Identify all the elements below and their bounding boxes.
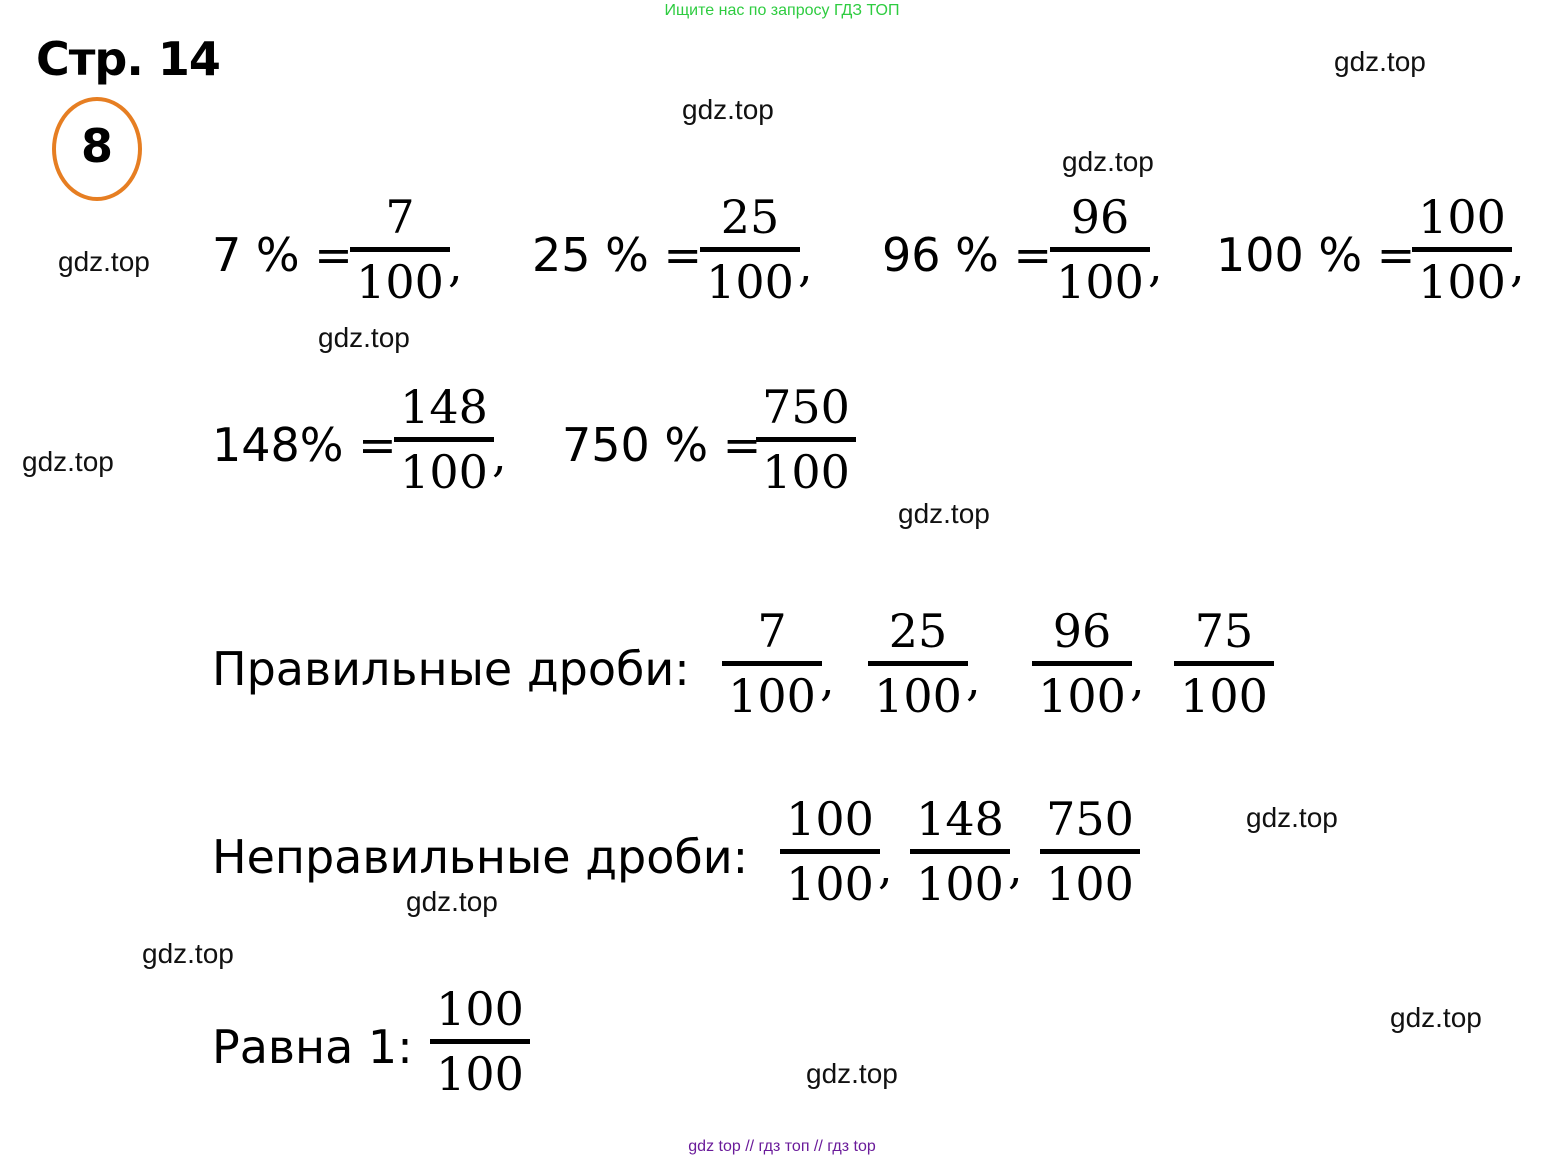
numerator: 25 (720, 190, 780, 244)
numerator: 7 (385, 190, 415, 244)
denominator: 100 (436, 1047, 524, 1101)
fraction: 75 100 (1174, 604, 1274, 723)
watermark: gdz.top (22, 446, 114, 477)
percent-term: 25 % = (532, 228, 703, 282)
numerator: 148 (916, 792, 1004, 846)
numerator: 750 (1046, 792, 1134, 846)
percent-term: 7 % = (212, 228, 353, 282)
fraction: 96 100 (1050, 190, 1150, 309)
numerator: 100 (1418, 190, 1506, 244)
fraction: 148 100 (910, 792, 1010, 911)
watermark: gdz.top (898, 498, 990, 529)
numerator: 100 (786, 792, 874, 846)
fraction-bar (430, 1039, 530, 1044)
numerator: 25 (888, 604, 948, 658)
denominator: 100 (1038, 669, 1126, 723)
fraction-bar (1412, 247, 1512, 252)
numerator: 750 (762, 380, 850, 434)
proper-fractions-label: Правильные дроби: (212, 642, 690, 696)
separator: , (492, 428, 507, 482)
percent-term: 148% = (212, 418, 397, 472)
percent-term: 100 % = (1216, 228, 1416, 282)
fraction: 100 100 (780, 792, 880, 911)
top-banner: Ищите нас по запросу ГДЗ ТОП (664, 2, 900, 19)
equal-one-label: Равна 1: (212, 1020, 413, 1074)
fraction-bar (1174, 661, 1274, 666)
fraction: 7 100 (722, 604, 822, 723)
separator: , (1510, 238, 1525, 292)
task-number-circle: 8 (52, 97, 142, 201)
fraction-bar (1032, 661, 1132, 666)
separator: , (798, 238, 813, 292)
fraction-bar (350, 247, 450, 252)
fraction: 750 100 (1040, 792, 1140, 911)
fraction: 750 100 (756, 380, 856, 499)
fraction: 7 100 (350, 190, 450, 309)
fraction: 25 100 (700, 190, 800, 309)
denominator: 100 (1056, 255, 1144, 309)
separator: , (878, 840, 893, 894)
fraction-bar (868, 661, 968, 666)
numerator: 7 (757, 604, 787, 658)
denominator: 100 (786, 857, 874, 911)
watermark: gdz.top (1246, 802, 1338, 833)
denominator: 100 (706, 255, 794, 309)
numerator: 75 (1194, 604, 1254, 658)
fraction-bar (910, 849, 1010, 854)
watermark: gdz.top (142, 938, 234, 969)
denominator: 100 (400, 445, 488, 499)
fraction-bar (700, 247, 800, 252)
separator: , (1148, 238, 1163, 292)
improper-fractions-label: Неправильные дроби: (212, 830, 749, 884)
watermark: gdz.top (406, 886, 498, 917)
numerator: 96 (1052, 604, 1112, 658)
fraction-bar (756, 437, 856, 442)
fraction-bar (722, 661, 822, 666)
fraction: 25 100 (868, 604, 968, 723)
fraction-bar (1040, 849, 1140, 854)
fraction-bar (780, 849, 880, 854)
watermark: gdz.top (1334, 46, 1426, 77)
watermark: gdz.top (58, 246, 150, 277)
separator: , (1008, 840, 1023, 894)
percent-term: 96 % = (882, 228, 1053, 282)
watermark: gdz.top (1390, 1002, 1482, 1033)
separator: , (966, 652, 981, 706)
watermark: gdz.top (1062, 146, 1154, 177)
watermark: gdz.top (682, 94, 774, 125)
watermark: gdz.top (806, 1058, 898, 1089)
footer: gdz top // гдз топ // гдз top (688, 1138, 876, 1155)
denominator: 100 (1180, 669, 1268, 723)
watermark: gdz.top (318, 322, 410, 353)
fraction-bar (1050, 247, 1150, 252)
separator: , (1130, 652, 1145, 706)
denominator: 100 (874, 669, 962, 723)
denominator: 100 (356, 255, 444, 309)
denominator: 100 (1418, 255, 1506, 309)
numerator: 96 (1070, 190, 1130, 244)
denominator: 100 (916, 857, 1004, 911)
separator: , (820, 652, 835, 706)
numerator: 148 (400, 380, 488, 434)
numerator: 100 (436, 982, 524, 1036)
percent-term: 750 % = (562, 418, 762, 472)
denominator: 100 (762, 445, 850, 499)
page-title: Стр. 14 (36, 32, 221, 86)
fraction: 96 100 (1032, 604, 1132, 723)
fraction: 100 100 (430, 982, 530, 1101)
fraction-bar (394, 437, 494, 442)
denominator: 100 (1046, 857, 1134, 911)
separator: , (448, 238, 463, 292)
task-number: 8 (80, 119, 113, 173)
denominator: 100 (728, 669, 816, 723)
fraction: 148 100 (394, 380, 494, 499)
fraction: 100 100 (1412, 190, 1512, 309)
